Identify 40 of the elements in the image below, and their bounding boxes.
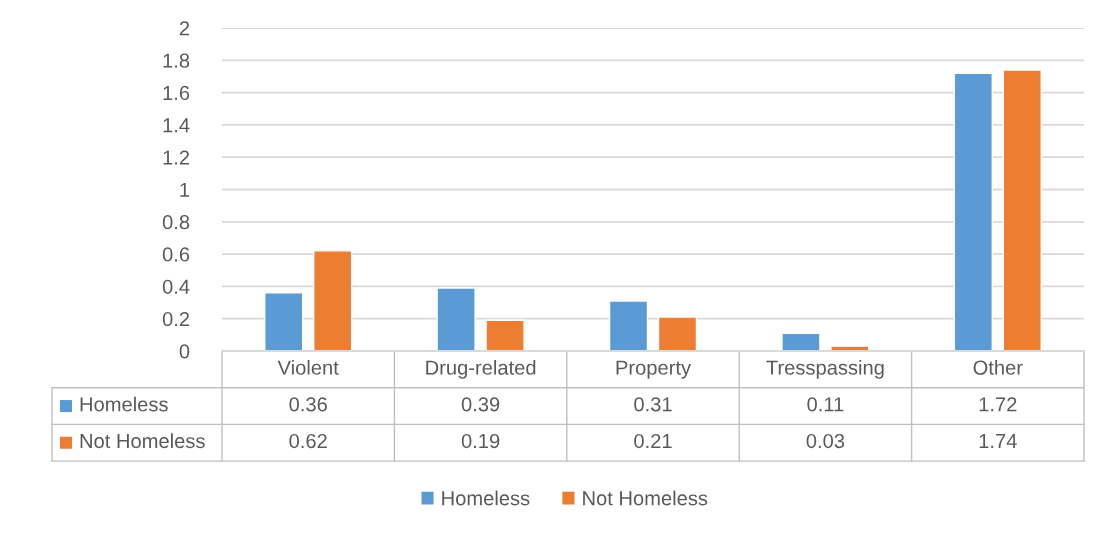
data-label: 1.74 [979, 434, 1017, 448]
legend-label: Homeless [80, 396, 168, 412]
bar [436, 287, 476, 351]
y-tick-label: 1 [180, 182, 190, 197]
bar [1002, 69, 1042, 351]
x-tick-label: Other [973, 359, 1023, 375]
y-tick-label: 0.8 [162, 215, 190, 230]
data-label: 1.72 [979, 397, 1017, 412]
bar [657, 316, 698, 351]
x-tick-label: Property [616, 360, 692, 379]
y-tick-label: 0.4 [162, 279, 190, 294]
bar [313, 250, 353, 351]
data-label: 0.21 [634, 433, 672, 449]
data-label: 0.36 [289, 397, 327, 412]
bar [781, 332, 821, 351]
y-tick-label: 2 [179, 21, 190, 36]
y-tick-label: 1.6 [163, 85, 190, 101]
y-tick-label: 1.2 [163, 150, 190, 165]
x-tick-label: Violent [277, 359, 339, 375]
bar [608, 300, 649, 351]
x-tick-label: Drug-related [426, 359, 536, 379]
bar [830, 345, 870, 351]
data-label: 0.19 [461, 433, 500, 449]
text: Homeless [442, 490, 530, 506]
data-label: 0.62 [289, 433, 327, 449]
bar [264, 292, 304, 351]
data-label: 0.39 [461, 397, 500, 412]
bar [953, 72, 993, 351]
data-label: 0.03 [806, 433, 845, 449]
y-tick-label: 0 [179, 344, 190, 359]
legend-label: Not Homeless [80, 433, 205, 449]
y-tick-label: 1.8 [163, 53, 190, 68]
y-tick-label: 1.4 [163, 118, 190, 133]
data-label: 0.31 [634, 397, 672, 412]
x-tick-label: Tresspassing [766, 359, 884, 379]
y-tick-label: 0.2 [162, 311, 190, 327]
y-tick-label: 0.6 [162, 247, 190, 262]
data-label: 0.11 [807, 397, 844, 412]
text: Not Homeless [583, 490, 708, 506]
bar [485, 319, 525, 351]
